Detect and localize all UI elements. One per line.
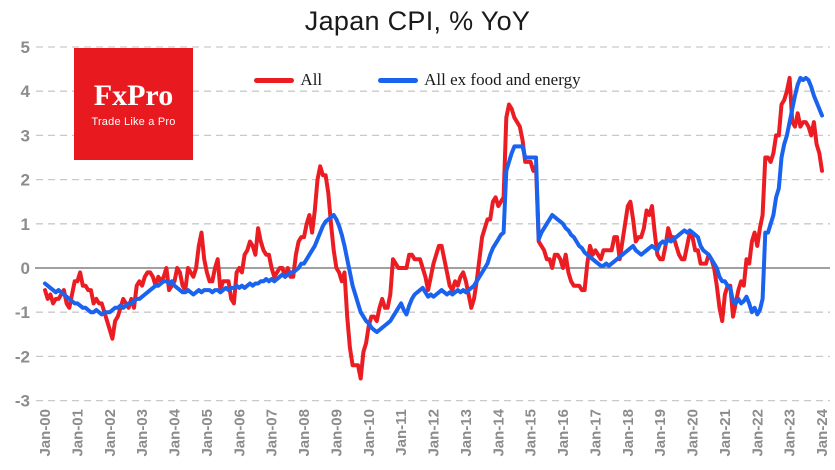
legend-swatch-ex-food-energy-icon <box>378 77 419 83</box>
y-axis-tick-label: -2 <box>15 347 30 366</box>
fxpro-logo-tagline: Trade Like a Pro <box>91 115 176 128</box>
x-axis-tick-label: Jan-05 <box>199 409 216 457</box>
x-axis-tick-label: Jan-16 <box>555 409 572 457</box>
x-axis-tick-label: Jan-24 <box>814 408 831 456</box>
y-axis-tick-label: -1 <box>15 303 30 322</box>
y-axis-tick-label: 2 <box>21 171 30 190</box>
y-axis-tick-label: 4 <box>21 82 31 101</box>
y-axis-tick-label: 5 <box>21 38 30 57</box>
series-line-all-ex-food-and-energy <box>43 75 824 335</box>
x-axis-tick-label: Jan-19 <box>652 409 669 457</box>
legend-entry-ex-food-energy: All ex food and energy <box>378 70 581 90</box>
x-axis-tick-label: Jan-13 <box>458 409 475 457</box>
x-axis-tick-label: Jan-10 <box>361 409 378 457</box>
legend-label-all: All <box>300 70 323 89</box>
x-axis-tick-label: Jan-11 <box>393 409 410 456</box>
chart-legend: All All ex food and energy <box>0 70 835 90</box>
legend-entry-all: All <box>254 70 322 90</box>
x-axis-tick-label: Jan-03 <box>134 409 151 457</box>
x-axis-tick-label: Jan-14 <box>490 408 507 456</box>
x-axis-tick-label: Jan-06 <box>231 409 248 457</box>
x-axis-tick-label: Jan-23 <box>782 409 799 457</box>
x-axis-tick-label: Jan-08 <box>296 409 313 457</box>
x-axis-tick-label: Jan-07 <box>264 409 281 457</box>
x-axis-tick-label: Jan-00 <box>37 409 54 457</box>
x-axis-tick-label: Jan-09 <box>328 409 345 457</box>
fxpro-logo-name: FxPro <box>93 78 174 112</box>
y-axis-tick-label: -3 <box>15 392 30 411</box>
x-axis-tick-label: Jan-01 <box>69 409 86 457</box>
x-axis-tick-label: Jan-20 <box>685 409 702 457</box>
chart-title: Japan CPI, % YoY <box>304 6 531 36</box>
series-line-all <box>43 75 824 381</box>
y-axis-tick-label: 0 <box>21 259 30 278</box>
x-axis-tick-label: Jan-17 <box>587 409 604 457</box>
x-axis-tick-label: Jan-15 <box>523 409 540 457</box>
x-axis-tick-label: Jan-22 <box>749 409 766 457</box>
legend-label-ex-food-energy: All ex food and energy <box>424 70 581 89</box>
legend-swatch-all-icon <box>254 77 295 83</box>
x-axis-tick-label: Jan-18 <box>620 409 637 457</box>
x-axis-tick-label: Jan-02 <box>102 409 119 457</box>
x-axis-tick-label: Jan-12 <box>426 409 443 457</box>
x-axis-tick-label: Jan-21 <box>717 409 734 457</box>
y-axis-tick-label: 1 <box>21 215 30 234</box>
x-axis-tick-label: Jan-04 <box>167 408 184 456</box>
y-axis-tick-label: 3 <box>21 126 30 145</box>
fxpro-logo: FxPro Trade Like a Pro <box>74 48 193 160</box>
